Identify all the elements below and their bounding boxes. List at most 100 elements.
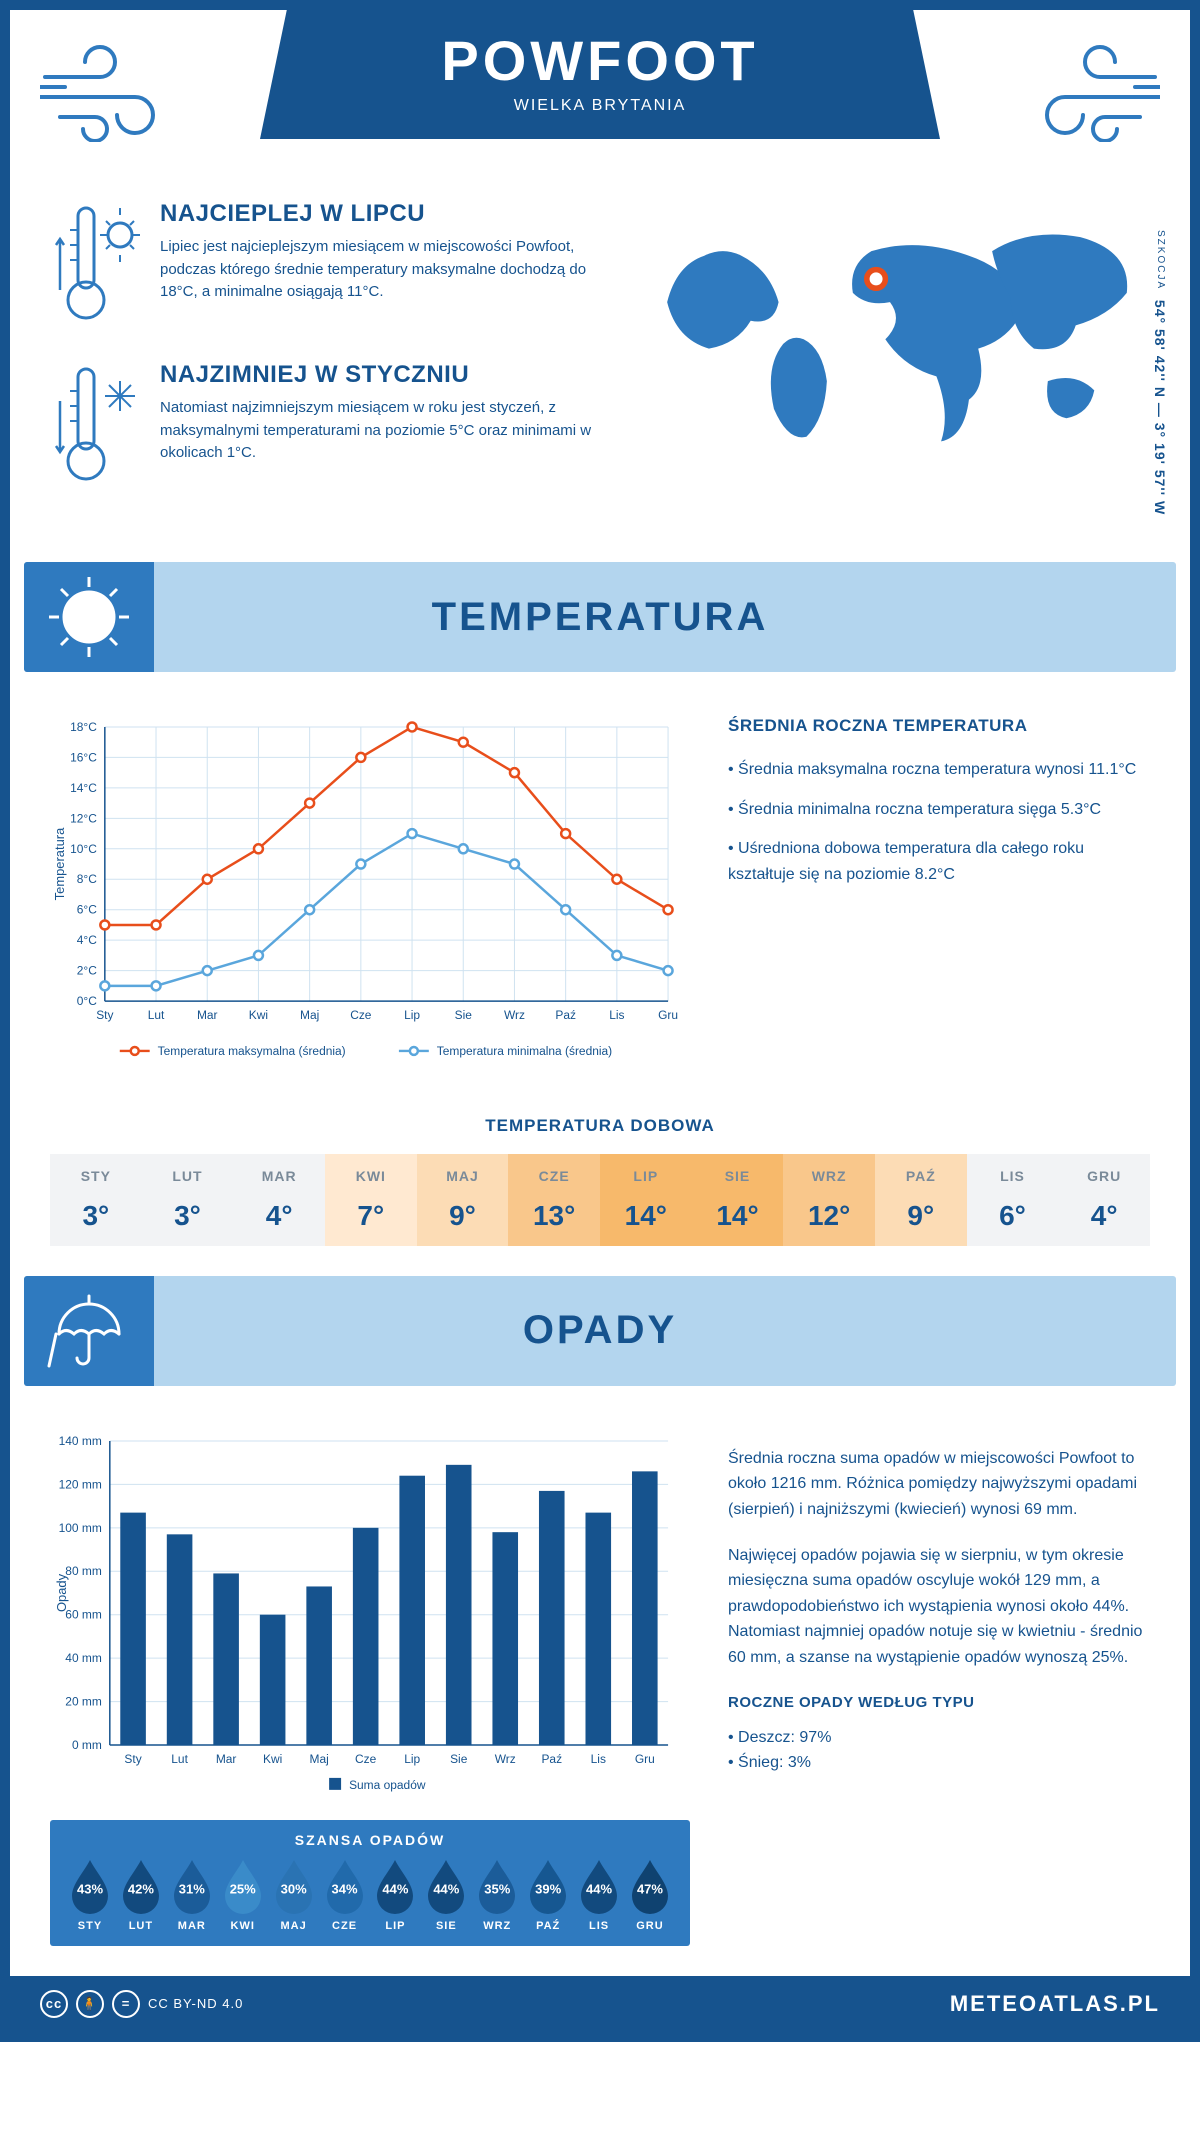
- thermometer-hot-icon: [50, 200, 140, 335]
- svg-text:Wrz: Wrz: [495, 1752, 516, 1766]
- svg-text:10°C: 10°C: [70, 842, 97, 856]
- temp-side-text: ŚREDNIA ROCZNA TEMPERATURA Średnia maksy…: [728, 712, 1150, 1076]
- rain-chance-item: 34%CZE: [323, 1858, 367, 1932]
- rain-chance-item: 30%MAJ: [272, 1858, 316, 1932]
- svg-text:Kwi: Kwi: [263, 1752, 282, 1766]
- svg-text:2°C: 2°C: [77, 964, 97, 978]
- cold-block: NAJZIMNIEJ W STYCZNIU Natomiast najzimni…: [50, 361, 600, 496]
- rain-chance-box: SZANSA OPADÓW 43%STY42%LUT31%MAR25%KWI30…: [50, 1820, 690, 1946]
- svg-text:Lut: Lut: [171, 1752, 188, 1766]
- site-brand: METEOATLAS.PL: [950, 1991, 1160, 2017]
- svg-text:Wrz: Wrz: [504, 1008, 525, 1022]
- license-block: cc 🧍 = CC BY-ND 4.0: [40, 1990, 243, 2018]
- by-icon: 🧍: [76, 1990, 104, 2018]
- page-title: POWFOOT: [320, 28, 880, 93]
- temp-section-bar: TEMPERATURA: [24, 562, 1176, 672]
- svg-text:Suma opadów: Suma opadów: [349, 1778, 426, 1792]
- svg-text:Maj: Maj: [310, 1752, 329, 1766]
- svg-text:Sty: Sty: [124, 1752, 141, 1766]
- page-frame: POWFOOT WIELKA BRYTANIA NAJCIEPLEJ W LIP…: [0, 0, 1200, 2042]
- umbrella-icon: [24, 1276, 154, 1386]
- daily-cell: LIP14°: [600, 1154, 692, 1246]
- daily-cell: MAJ9°: [417, 1154, 509, 1246]
- svg-text:Lip: Lip: [404, 1008, 420, 1022]
- rain-chance-item: 43%STY: [68, 1858, 112, 1932]
- daily-title: TEMPERATURA DOBOWA: [10, 1116, 1190, 1136]
- rain-section-title: OPADY: [523, 1308, 677, 1353]
- daily-cell: LUT3°: [142, 1154, 234, 1246]
- svg-text:Paź: Paź: [555, 1008, 576, 1022]
- svg-text:40 mm: 40 mm: [65, 1651, 102, 1665]
- coords-label: SZKOCJA 54° 58' 42'' N — 3° 19' 57'' W: [1152, 230, 1168, 515]
- title-box: POWFOOT WIELKA BRYTANIA: [260, 8, 940, 139]
- svg-text:4°C: 4°C: [77, 933, 97, 947]
- svg-text:0 mm: 0 mm: [72, 1738, 102, 1752]
- temp-line-chart: 0°C2°C4°C6°C8°C10°C12°C14°C16°C18°CStyLu…: [50, 712, 688, 1071]
- daily-cell: STY3°: [50, 1154, 142, 1246]
- cold-text: Natomiast najzimniejszym miesiącem w rok…: [160, 397, 600, 465]
- rain-chance-item: 44%SIE: [424, 1858, 468, 1932]
- svg-text:Mar: Mar: [197, 1008, 218, 1022]
- svg-text:Lut: Lut: [148, 1008, 165, 1022]
- svg-text:0°C: 0°C: [77, 994, 97, 1008]
- svg-text:Maj: Maj: [300, 1008, 319, 1022]
- thermometer-cold-icon: [50, 361, 140, 496]
- svg-text:120 mm: 120 mm: [59, 1477, 102, 1491]
- page-subtitle: WIELKA BRYTANIA: [320, 97, 880, 115]
- daily-cell: GRU4°: [1058, 1154, 1150, 1246]
- rain-side-text: Średnia roczna suma opadów w miejscowośc…: [728, 1426, 1150, 1810]
- daily-cell: PAŹ9°: [875, 1154, 967, 1246]
- wind-decoration-icon: [40, 42, 200, 142]
- svg-text:20 mm: 20 mm: [65, 1694, 102, 1708]
- rain-chance-item: 35%WRZ: [475, 1858, 519, 1932]
- world-map: [630, 200, 1150, 460]
- svg-text:Temperatura: Temperatura: [52, 827, 67, 900]
- svg-text:8°C: 8°C: [77, 872, 97, 886]
- svg-text:12°C: 12°C: [70, 811, 97, 825]
- daily-cell: WRZ12°: [783, 1154, 875, 1246]
- rain-chance-item: 25%KWI: [221, 1858, 265, 1932]
- rain-row: 0 mm20 mm40 mm60 mm80 mm100 mm120 mm140 …: [10, 1396, 1190, 1820]
- daily-cell: CZE13°: [508, 1154, 600, 1246]
- daily-temp-grid: STY3°LUT3°MAR4°KWI7°MAJ9°CZE13°LIP14°SIE…: [50, 1154, 1150, 1246]
- cc-icon: cc: [40, 1990, 68, 2018]
- svg-text:Sie: Sie: [450, 1752, 468, 1766]
- hot-title: NAJCIEPLEJ W LIPCU: [160, 200, 600, 228]
- hot-block: NAJCIEPLEJ W LIPCU Lipiec jest najcieple…: [50, 200, 600, 335]
- svg-text:Kwi: Kwi: [249, 1008, 268, 1022]
- cold-title: NAJZIMNIEJ W STYCZNIU: [160, 361, 600, 389]
- rain-chance-item: 42%LUT: [119, 1858, 163, 1932]
- wind-decoration-icon: [1000, 42, 1160, 142]
- rain-chance-item: 44%LIP: [373, 1858, 417, 1932]
- daily-cell: LIS6°: [967, 1154, 1059, 1246]
- daily-cell: KWI7°: [325, 1154, 417, 1246]
- svg-text:6°C: 6°C: [77, 903, 97, 917]
- svg-text:100 mm: 100 mm: [59, 1521, 102, 1535]
- svg-text:Lis: Lis: [591, 1752, 606, 1766]
- temp-row: 0°C2°C4°C6°C8°C10°C12°C14°C16°C18°CStyLu…: [10, 682, 1190, 1106]
- daily-cell: SIE14°: [692, 1154, 784, 1246]
- svg-text:140 mm: 140 mm: [59, 1434, 102, 1448]
- daily-cell: MAR4°: [233, 1154, 325, 1246]
- svg-text:80 mm: 80 mm: [65, 1564, 102, 1578]
- rain-chance-item: 31%MAR: [170, 1858, 214, 1932]
- nd-icon: =: [112, 1990, 140, 2018]
- footer: cc 🧍 = CC BY-ND 4.0 METEOATLAS.PL: [10, 1976, 1190, 2032]
- header: POWFOOT WIELKA BRYTANIA: [10, 10, 1190, 190]
- sun-icon: [24, 562, 154, 672]
- svg-text:Sty: Sty: [96, 1008, 113, 1022]
- hot-text: Lipiec jest najcieplejszym miesiącem w m…: [160, 236, 600, 304]
- svg-text:16°C: 16°C: [70, 750, 97, 764]
- svg-text:Temperatura maksymalna (średni: Temperatura maksymalna (średnia): [158, 1044, 346, 1058]
- svg-text:Temperatura minimalna (średnia: Temperatura minimalna (średnia): [437, 1044, 612, 1058]
- rain-chance-item: 44%LIS: [577, 1858, 621, 1932]
- rain-section-bar: OPADY: [24, 1276, 1176, 1386]
- svg-text:Paź: Paź: [541, 1752, 562, 1766]
- svg-text:Gru: Gru: [635, 1752, 655, 1766]
- svg-text:Lis: Lis: [609, 1008, 624, 1022]
- svg-text:18°C: 18°C: [70, 720, 97, 734]
- rain-bar-chart: 0 mm20 mm40 mm60 mm80 mm100 mm120 mm140 …: [50, 1426, 688, 1805]
- svg-text:Sie: Sie: [455, 1008, 473, 1022]
- intro-section: NAJCIEPLEJ W LIPCU Lipiec jest najcieple…: [10, 190, 1190, 552]
- temp-section-title: TEMPERATURA: [432, 595, 769, 640]
